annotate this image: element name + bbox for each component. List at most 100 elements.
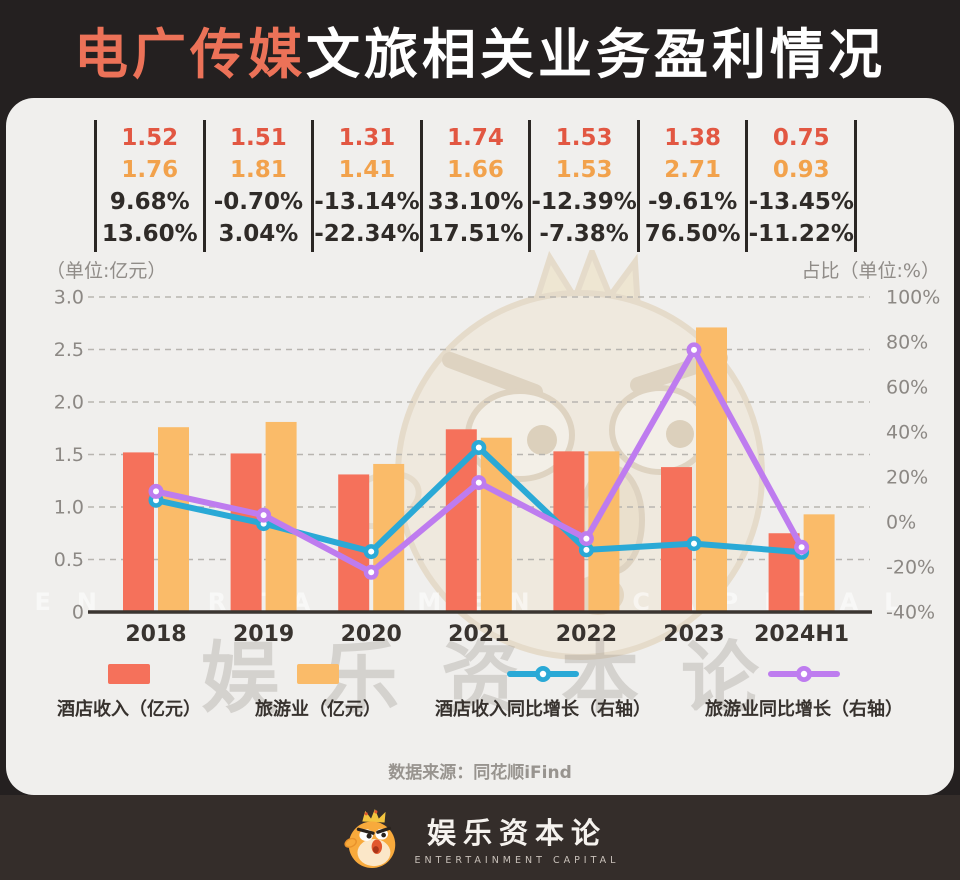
x-label-2020: 2020	[341, 622, 402, 647]
bar-tourism-2024H1	[803, 514, 835, 612]
hotel-revenue-value: 0.75	[772, 125, 830, 151]
hotel-revenue-value: 1.38	[664, 125, 722, 151]
table-column-2024H1: 0.75 0.93 -13.45% -11.22%	[745, 120, 854, 252]
x-label-2021: 2021	[448, 622, 509, 647]
hotel-revenue-value: 1.52	[121, 125, 179, 151]
bar-hotel-2021	[445, 429, 477, 612]
marker-dot-hotel-2021	[475, 444, 482, 451]
data-table: 1.52 1.76 9.68% 13.60% 1.51 1.81 -0.70% 3.04% 1.…	[94, 120, 857, 252]
bar-hotel-2019	[230, 453, 262, 612]
left-tick-2.0: 2.0	[54, 392, 84, 414]
legend-swatch-line	[507, 666, 579, 682]
legend-swatch-bar	[297, 664, 339, 684]
left-tick-0.5: 0.5	[54, 549, 84, 571]
tourism-revenue-value: 0.93	[772, 157, 830, 183]
legend-swatch-line	[768, 666, 840, 682]
right-axis-unit-label: 占比（单位:%）	[801, 260, 940, 282]
tourism-yoy-value: 13.60%	[101, 221, 198, 247]
legend-item-1: 旅游业（亿元）	[255, 664, 381, 721]
right-tick--20%: -20%	[886, 557, 935, 579]
x-label-2024H1: 2024H1	[754, 622, 849, 647]
legend-swatch-bar	[108, 664, 150, 684]
left-tick-2.5: 2.5	[54, 339, 84, 361]
tourism-yoy-value: -11.22%	[748, 221, 854, 247]
right-tick-60%: 60%	[886, 377, 928, 399]
page-title: 电广传媒文旅相关业务盈利情况	[74, 10, 886, 89]
title-subject: 文旅相关业务盈利情况	[306, 22, 886, 86]
tourism-revenue-value: 1.53	[555, 157, 613, 183]
hotel-yoy-value: -0.70%	[213, 189, 304, 215]
header-bar: 电广传媒文旅相关业务盈利情况	[0, 0, 960, 98]
brand-name: 娱乐资本论	[426, 815, 607, 850]
marker-dot-hotel-2022	[583, 546, 590, 553]
tourism-yoy-value: 76.50%	[644, 221, 741, 247]
marker-dot-hotel-2020	[368, 548, 375, 555]
footer-bar: 娱乐资本论 ENTERTAINMENT CAPITAL	[0, 795, 960, 880]
tourism-yoy-value: 17.51%	[427, 221, 524, 247]
x-label-2019: 2019	[233, 622, 294, 647]
tourism-revenue-value: 1.66	[447, 157, 504, 183]
left-tick-3.0: 3.0	[54, 287, 84, 309]
hotel-yoy-value: -13.14%	[314, 189, 420, 215]
legend-item-0: 酒店收入（亿元）	[57, 664, 201, 721]
legend-item-2: 酒店收入同比增长（右轴）	[435, 664, 651, 721]
legend-label: 酒店收入同比增长（右轴）	[435, 699, 651, 720]
table-column-2019: 1.51 1.81 -0.70% 3.04%	[202, 120, 312, 252]
table-column-2023: 1.38 2.71 -9.61% 76.50%	[636, 120, 746, 252]
marker-dot-tourism-2020	[368, 569, 375, 576]
hotel-yoy-value: 33.10%	[427, 189, 524, 215]
data-source: 数据来源：同花顺iFind	[388, 763, 572, 783]
brand-block: 娱乐资本论 ENTERTAINMENT CAPITAL	[415, 810, 620, 866]
legend-label: 旅游业同比增长（右轴）	[705, 699, 903, 720]
tourism-revenue-value: 2.71	[664, 157, 722, 183]
tourism-revenue-value: 1.81	[229, 157, 287, 183]
marker-dot-tourism-2024H1	[798, 544, 805, 551]
tourism-revenue-value: 1.41	[338, 157, 396, 183]
marker-dot-hotel-2023	[691, 540, 697, 547]
x-label-2018: 2018	[125, 622, 186, 647]
tourism-yoy-value: 3.04%	[218, 221, 299, 247]
brand-watermark: 娱乐资本论	[200, 634, 801, 724]
marker-dot-tourism-2018	[153, 488, 159, 495]
tourism-yoy-value: -22.34%	[314, 221, 420, 247]
right-tick-40%: 40%	[886, 422, 928, 444]
marker-dot-tourism-2023	[691, 346, 697, 353]
hotel-yoy-value: -12.39%	[531, 189, 637, 215]
tourism-revenue-value: 1.76	[121, 157, 179, 183]
hotel-yoy-value: 9.68%	[109, 189, 190, 215]
hotel-revenue-value: 1.31	[338, 125, 396, 151]
right-tick--40%: -40%	[886, 602, 935, 624]
right-tick-100%: 100%	[886, 287, 940, 309]
marker-dot-tourism-2021	[475, 479, 482, 486]
table-column-2021: 1.74 1.66 33.10% 17.51%	[419, 120, 529, 252]
x-label-2022: 2022	[556, 622, 617, 647]
table-column-2020: 1.31 1.41 -13.14% -22.34%	[311, 120, 420, 252]
hotel-yoy-value: -9.61%	[648, 189, 738, 215]
table-column-2022: 1.53 1.53 -12.39% -7.38%	[528, 120, 637, 252]
mascot-logo-icon	[343, 808, 395, 868]
table-column-2018: 1.52 1.76 9.68% 13.60%	[94, 120, 203, 252]
bar-hotel-2023	[661, 467, 692, 612]
left-tick-1.0: 1.0	[54, 497, 84, 519]
right-tick-20%: 20%	[886, 467, 928, 489]
brand-subtitle: ENTERTAINMENT CAPITAL	[414, 854, 620, 866]
right-tick-0%: 0%	[886, 512, 916, 534]
hotel-yoy-value: -13.45%	[748, 189, 854, 215]
left-tick-1.5: 1.5	[54, 444, 84, 466]
legend-item-3: 旅游业同比增长（右轴）	[705, 664, 903, 721]
title-company: 电广传媒	[74, 22, 306, 86]
tourism-yoy-value: -7.38%	[539, 221, 629, 247]
x-label-2023: 2023	[663, 622, 724, 647]
legend-label: 酒店收入（亿元）	[57, 699, 201, 720]
left-axis-unit-label: （单位:亿元）	[46, 260, 167, 282]
hotel-revenue-value: 1.51	[229, 125, 287, 151]
chart-legend: 酒店收入（亿元） 旅游业（亿元） 酒店收入同比增长（右轴） 旅游业同比增长（右轴）	[40, 664, 920, 721]
right-tick-80%: 80%	[886, 332, 928, 354]
bar-tourism-2023	[696, 327, 727, 612]
bar-tourism-2018	[158, 427, 189, 612]
bar-hotel-2018	[123, 452, 154, 612]
legend-label: 旅游业（亿元）	[255, 699, 381, 720]
left-tick-0: 0	[72, 602, 84, 624]
marker-dot-tourism-2019	[260, 512, 267, 519]
